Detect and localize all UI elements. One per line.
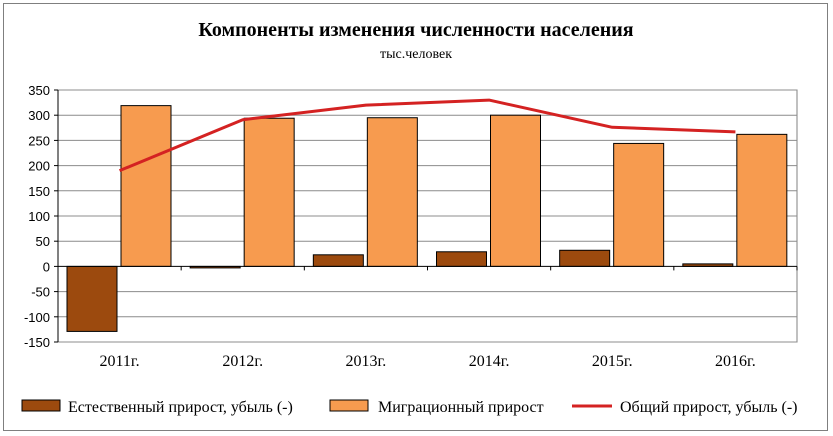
chart-subtitle: тыс.человек (380, 47, 452, 62)
bar-natural-growth (436, 251, 487, 267)
bar-migration-growth (613, 142, 665, 267)
bar-migration-growth (736, 133, 788, 267)
line-total-growth (119, 98, 736, 173)
x-tick-label: 2012г. (222, 353, 263, 370)
y-tick-label: 250 (28, 133, 50, 148)
bar-migration-growth (490, 114, 541, 267)
y-tick-label: 350 (28, 83, 50, 98)
y-tick-label: -50 (31, 285, 50, 300)
x-tick-label: 2016г. (715, 353, 756, 370)
bars (66, 105, 788, 332)
y-tick-label: 50 (36, 234, 50, 249)
y-tick-label: 0 (43, 259, 50, 274)
chart-title: Компоненты изменения численности населен… (198, 19, 633, 41)
x-tick-label: 2011г. (99, 353, 139, 370)
legend: Естественный прирост, убыль (-) Миграцион… (21, 399, 798, 416)
x-tick-label: 2015г. (592, 353, 633, 370)
y-tick-label: 100 (28, 209, 50, 224)
x-tick-label: 2014г. (469, 353, 510, 370)
y-tick-label: 150 (28, 184, 50, 199)
legend-natural-growth-label: Естественный прирост, убыль (-) (68, 399, 293, 416)
bar-migration-growth (366, 117, 418, 267)
legend-total-growth-label: Общий прирост, убыль (-) (620, 399, 798, 416)
legend-natural-growth-swatch (21, 399, 61, 412)
line-series (119, 98, 736, 173)
y-tick-label: 300 (28, 108, 50, 123)
bar-migration-growth (120, 105, 172, 267)
y-tick-label: -100 (24, 310, 50, 325)
y-tick-label: -150 (24, 335, 50, 350)
axes: 350 300 250 200 150 100 50 0 -50 -100 -150 2011г. 20… (24, 83, 798, 370)
bar-natural-growth (312, 254, 364, 267)
bar-natural-growth (66, 265, 118, 332)
bar-natural-growth (559, 249, 611, 267)
bar-migration-growth (243, 117, 295, 267)
legend-migration-growth-label: Миграционный прирост (378, 399, 544, 416)
x-tick-label: 2013г. (346, 353, 387, 370)
legend-migration-growth-swatch (329, 399, 369, 412)
y-tick-label: 200 (28, 159, 50, 174)
